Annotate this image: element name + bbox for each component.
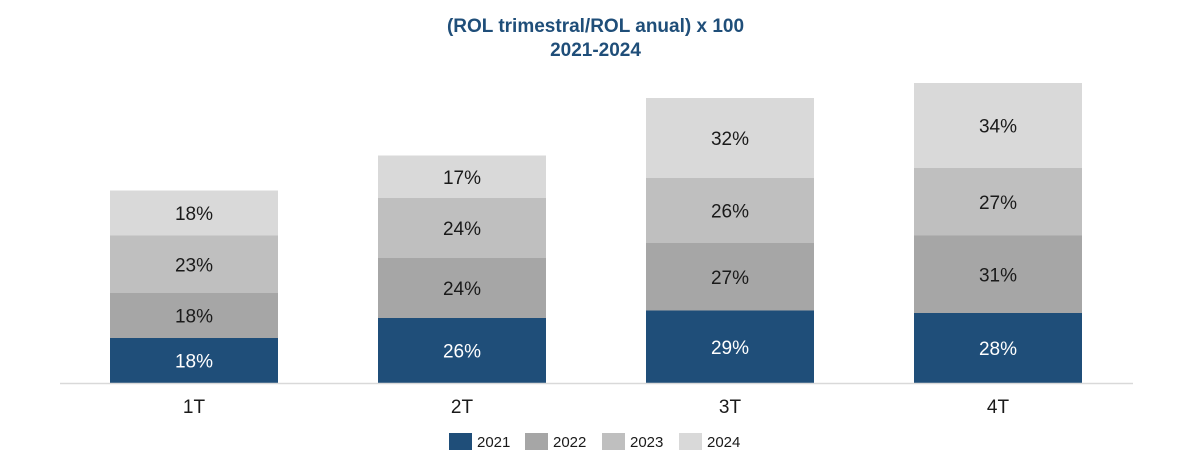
x-axis-ticks: 1T 2T 3T 4T [183,397,1010,418]
data-label-1T-2021: 18% [175,352,213,373]
data-label-2T-2021: 26% [443,342,481,363]
bar-segment-3T-2024 [646,98,814,178]
bars-group: 18% 18% 23% 18% 26% 24% 24% 17% 29% 27% 26% 32% 28% 3… [110,83,1082,383]
bar-segment-1T-2022 [110,293,278,338]
bar-segment-1T-2024 [110,190,278,236]
legend-label-2021: 2021 [477,434,510,451]
data-label-2T-2024: 17% [443,168,481,189]
bar-segment-2T-2023 [378,198,546,258]
bar-segment-3T-2023 [646,178,814,243]
chart-subtitle: 2021-2024 [550,40,641,61]
data-label-3T-2021: 29% [711,338,749,359]
chart-title: (ROL trimestral/ROL anual) x 100 [446,16,745,37]
legend: 2021 2022 2023 2024 [449,433,740,451]
bar-segment-4T-2021 [914,313,1082,383]
data-label-1T-2024: 18% [175,204,213,225]
bar-segment-1T-2023 [110,235,278,293]
x-tick-label-1T: 1T [183,397,206,418]
legend-swatch-2021 [449,433,472,450]
bar-segment-2T-2022 [378,258,546,318]
legend-swatch-2024 [679,433,702,450]
bar-segment-4T-2022 [914,235,1082,313]
legend-swatch-2023 [602,433,625,450]
bar-segment-4T-2023 [914,168,1082,236]
bar-segment-3T-2022 [646,243,814,311]
legend-label-2024: 2024 [707,434,740,451]
data-label-4T-2021: 28% [979,339,1017,360]
legend-label-2022: 2022 [553,434,586,451]
data-label-2T-2023: 24% [443,219,481,240]
data-label-1T-2023: 23% [175,255,213,276]
x-tick-label-4T: 4T [987,397,1010,418]
data-label-3T-2024: 32% [711,129,749,150]
legend-label-2023: 2023 [630,434,663,451]
legend-swatch-2022 [525,433,548,450]
data-label-4T-2022: 31% [979,265,1017,286]
data-label-2T-2022: 24% [443,279,481,300]
x-tick-label-3T: 3T [719,397,742,418]
bar-segment-3T-2021 [646,310,814,383]
bar-segment-2T-2024 [378,155,546,198]
bar-segment-4T-2024 [914,83,1082,168]
data-label-4T-2024: 34% [979,117,1017,138]
bar-segment-2T-2021 [378,318,546,383]
data-label-3T-2023: 26% [711,202,749,223]
data-label-4T-2023: 27% [979,193,1017,214]
bar-segment-1T-2021 [110,338,278,383]
x-tick-label-2T: 2T [451,397,474,418]
data-label-3T-2022: 27% [711,268,749,289]
data-label-1T-2022: 18% [175,307,213,328]
